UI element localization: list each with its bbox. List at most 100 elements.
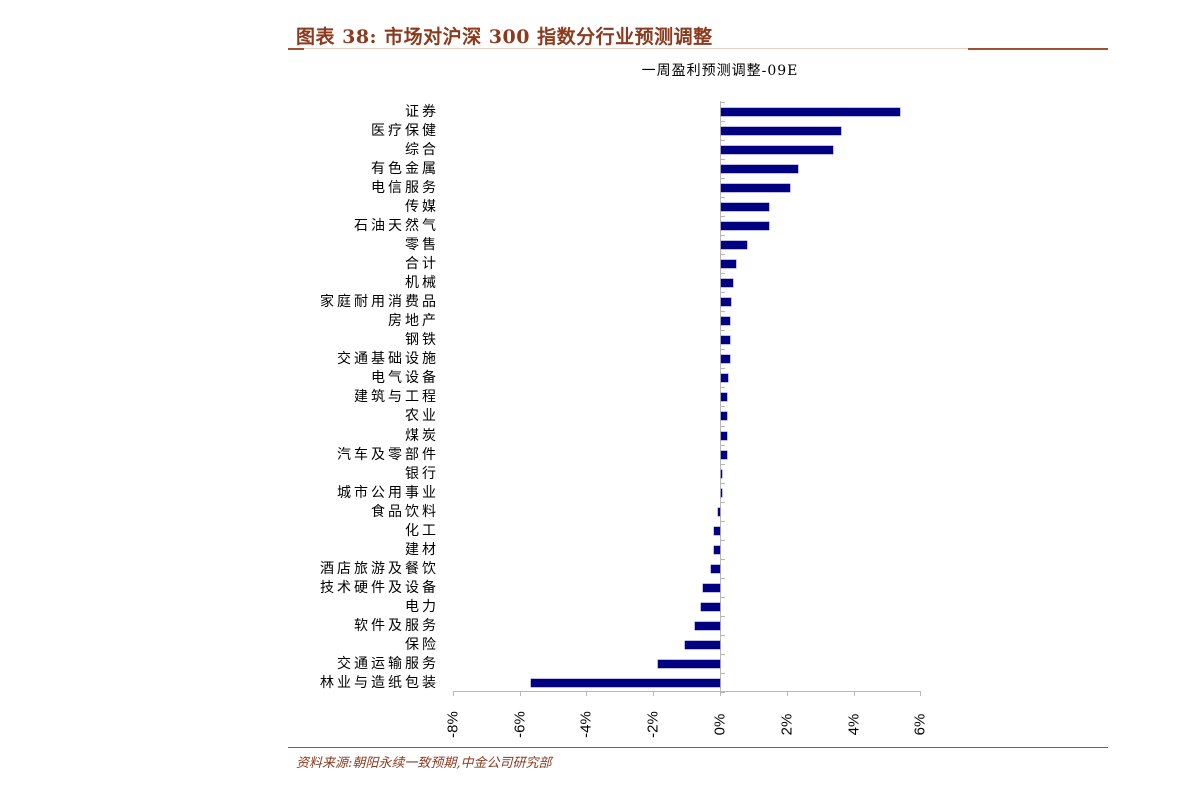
data-bar bbox=[721, 412, 727, 421]
y-axis-tick bbox=[720, 197, 725, 199]
y-axis-tick bbox=[720, 691, 725, 693]
data-bar bbox=[721, 279, 733, 288]
data-bar bbox=[721, 298, 732, 307]
category-label: 证券 bbox=[405, 104, 439, 120]
title-divider bbox=[288, 48, 1108, 49]
data-bar bbox=[721, 108, 900, 116]
category-label: 食品饮料 bbox=[371, 503, 439, 520]
data-bar bbox=[695, 621, 720, 630]
category-label: 电信服务 bbox=[371, 180, 439, 197]
y-axis-tick bbox=[720, 235, 725, 237]
y-axis-tick bbox=[720, 330, 725, 332]
category-label: 煤炭 bbox=[405, 427, 439, 444]
y-axis-tick bbox=[720, 501, 725, 503]
y-axis-tick bbox=[720, 596, 725, 598]
category-label: 电气设备 bbox=[371, 370, 439, 387]
category-label: 机械 bbox=[405, 275, 439, 292]
x-axis-tick bbox=[720, 691, 721, 696]
x-tick-label: 0% bbox=[711, 713, 729, 736]
footer-divider bbox=[288, 747, 1108, 748]
chart-title: 一周盈利预测调整-09E bbox=[641, 63, 799, 79]
title-divider-accent-right bbox=[968, 48, 1108, 50]
category-label: 传媒 bbox=[405, 199, 439, 216]
category-label: 交通运输服务 bbox=[337, 655, 439, 672]
y-axis-tick bbox=[720, 653, 725, 655]
data-bar bbox=[721, 336, 730, 345]
x-axis-tick bbox=[786, 691, 788, 696]
category-label: 建筑与工程 bbox=[354, 389, 439, 406]
y-axis-tick bbox=[720, 577, 725, 579]
y-axis-tick bbox=[720, 368, 725, 370]
y-axis-tick bbox=[720, 102, 725, 103]
data-bar bbox=[531, 678, 720, 687]
data-bar bbox=[721, 222, 770, 231]
category-label: 钢铁 bbox=[405, 332, 439, 349]
category-label: 合计 bbox=[405, 256, 439, 273]
x-tick-label: -8% bbox=[444, 711, 462, 738]
data-bar bbox=[721, 260, 736, 269]
category-label: 城市公用事业 bbox=[337, 484, 439, 501]
category-label: 零售 bbox=[405, 237, 439, 254]
category-label: 保险 bbox=[405, 636, 439, 653]
data-bar bbox=[702, 583, 720, 592]
x-axis-tick bbox=[452, 691, 454, 696]
data-bar bbox=[721, 203, 770, 212]
data-bar bbox=[721, 241, 748, 250]
category-label: 有色金属 bbox=[371, 161, 439, 178]
x-axis-tick bbox=[653, 691, 655, 696]
y-axis-tick bbox=[720, 121, 725, 123]
category-label: 房地产 bbox=[388, 313, 439, 330]
category-label: 银行 bbox=[405, 465, 439, 482]
x-tick-label: -4% bbox=[577, 711, 595, 738]
title-divider-accent-left bbox=[288, 48, 304, 50]
y-axis-tick bbox=[720, 387, 725, 389]
category-label: 软件及服务 bbox=[354, 617, 439, 634]
y-axis-tick bbox=[720, 273, 725, 275]
data-bar bbox=[711, 564, 720, 573]
data-bar bbox=[721, 184, 791, 193]
x-tick-label: -6% bbox=[511, 711, 529, 738]
data-bar bbox=[718, 507, 720, 516]
y-axis-tick bbox=[720, 159, 725, 161]
category-label: 石油天然气 bbox=[354, 218, 439, 235]
data-bar bbox=[657, 659, 720, 668]
data-bar bbox=[714, 545, 720, 554]
y-axis-tick bbox=[720, 254, 725, 256]
source-note: 资料来源:朝阳永续一致预期,中金公司研究部 bbox=[296, 756, 552, 771]
y-axis-tick bbox=[720, 216, 725, 218]
x-tick-label: 4% bbox=[845, 713, 863, 736]
x-axis-tick bbox=[853, 691, 855, 696]
y-axis-tick bbox=[720, 520, 725, 522]
y-axis-line bbox=[720, 101, 721, 691]
x-tick-label: 2% bbox=[778, 713, 796, 736]
figure-title: 图表 38: 市场对沪深 300 指数分行业预测调整 bbox=[296, 26, 713, 48]
data-bar bbox=[721, 393, 727, 402]
data-bar bbox=[721, 317, 730, 326]
y-axis-tick bbox=[720, 140, 725, 142]
data-bar bbox=[721, 450, 727, 459]
data-bar bbox=[714, 526, 720, 535]
data-bar bbox=[721, 469, 723, 478]
data-bar bbox=[721, 374, 728, 383]
x-axis-tick bbox=[586, 691, 588, 696]
x-axis-tick bbox=[519, 691, 521, 696]
y-axis-tick bbox=[720, 482, 725, 484]
category-label: 化工 bbox=[405, 522, 439, 539]
x-tick-label: 6% bbox=[911, 713, 929, 736]
data-bar bbox=[721, 355, 730, 364]
data-bar bbox=[721, 165, 798, 174]
data-bar bbox=[721, 127, 842, 136]
category-label: 交通基础设施 bbox=[337, 351, 439, 368]
category-label: 酒店旅游及餐饮 bbox=[320, 560, 439, 577]
x-tick-label: -2% bbox=[644, 711, 662, 738]
data-bar bbox=[700, 602, 720, 611]
y-axis-tick bbox=[720, 406, 725, 408]
y-axis-tick bbox=[720, 672, 725, 674]
y-axis-tick bbox=[720, 615, 725, 617]
y-axis-tick bbox=[720, 558, 725, 560]
y-axis-tick bbox=[720, 444, 725, 446]
category-label: 医疗保健 bbox=[371, 123, 439, 140]
y-axis-tick bbox=[720, 311, 725, 313]
category-label: 综合 bbox=[405, 142, 439, 159]
